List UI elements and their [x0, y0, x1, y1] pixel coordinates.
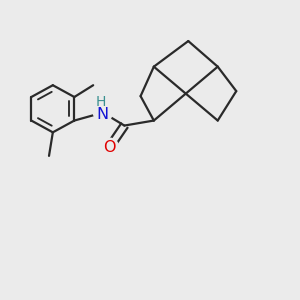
Text: N: N: [97, 106, 109, 122]
Circle shape: [101, 138, 119, 156]
Circle shape: [94, 103, 112, 122]
Text: H: H: [96, 95, 106, 109]
Text: O: O: [103, 140, 116, 154]
